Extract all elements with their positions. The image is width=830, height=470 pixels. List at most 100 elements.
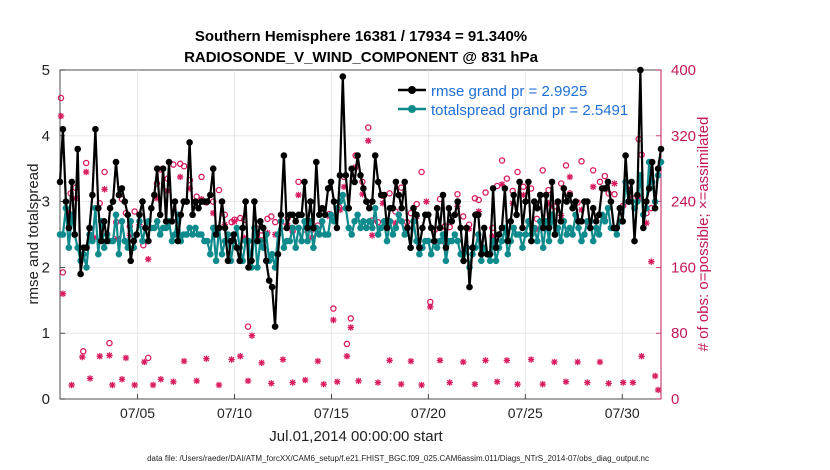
rmse-point — [584, 198, 591, 205]
obs-possible-marker — [59, 269, 67, 276]
rmse-point — [374, 178, 382, 186]
obs-assimilated-marker — [611, 180, 618, 187]
rmse-point — [539, 224, 547, 232]
rmse-point — [489, 185, 497, 192]
obs-assimilated-stroke — [648, 258, 655, 265]
obs-assimilated-stroke — [268, 380, 275, 387]
obs-possible-marker — [557, 180, 565, 187]
rmse-point — [354, 152, 361, 159]
obs-assimilated-stroke — [528, 356, 534, 363]
totalspread-point — [374, 231, 382, 238]
obs-assimilated-marker — [248, 332, 256, 339]
rmse-point — [327, 178, 335, 186]
y-tick-label-right: 320 — [671, 128, 696, 145]
totalspread-point — [416, 250, 423, 258]
totalspread-point — [454, 237, 462, 245]
obs-assimilated-stroke — [150, 382, 156, 388]
rmse-point — [566, 191, 573, 199]
rmse-point — [74, 145, 81, 153]
rmse-point — [121, 198, 129, 205]
obs-assimilated-marker — [514, 380, 521, 388]
obs-assimilated-stroke — [119, 376, 125, 383]
obs-assimilated-marker — [566, 173, 574, 181]
legend-spread-marker — [408, 105, 416, 113]
totalspread-point — [233, 224, 241, 232]
y-axis-label-left: rmse and totalspread — [25, 164, 42, 305]
obs-possible-marker — [180, 162, 188, 170]
rmse-point — [301, 178, 308, 186]
rmse-point — [466, 283, 473, 291]
rmse-point — [640, 224, 647, 232]
rmse-point — [613, 224, 621, 232]
rmse-point — [445, 204, 453, 212]
rmse-point — [65, 224, 73, 232]
totalspread-point — [510, 224, 517, 232]
rmse-point — [430, 237, 438, 245]
rmse-point — [92, 125, 99, 133]
obs-assimilated-marker — [334, 378, 341, 385]
rmse-point — [643, 198, 650, 205]
totalspread-point — [366, 218, 373, 225]
rmse-point — [204, 198, 211, 205]
totalspread-point — [433, 244, 441, 251]
rmse-point — [56, 178, 64, 186]
obs-assimilated-marker — [436, 357, 444, 364]
rmse-point — [165, 158, 173, 166]
totalspread-point — [448, 237, 456, 245]
rmse-point — [330, 198, 338, 205]
totalspread-point — [401, 231, 409, 238]
obs-assimilated-marker — [258, 359, 265, 367]
obs-assimilated-stroke — [418, 382, 425, 388]
rmse-point — [321, 211, 329, 219]
rmse-point — [616, 204, 624, 212]
rmse-point — [628, 178, 635, 186]
obs-assimilated-marker — [215, 381, 223, 389]
obs-assimilated-marker — [347, 324, 355, 331]
rmse-point — [124, 211, 132, 219]
rmse-point — [224, 257, 232, 265]
obs-assimilated-stroke — [597, 359, 603, 365]
rmse-point — [83, 244, 90, 251]
obs-assimilated-stroke — [216, 382, 222, 388]
obs-assimilated-marker — [57, 112, 65, 120]
totalspread-point — [295, 224, 302, 232]
rmse-point — [236, 257, 243, 265]
obs-assimilated-stroke — [83, 169, 90, 175]
rmse-point — [531, 198, 538, 205]
rmse-point — [174, 237, 182, 245]
obs-assimilated-marker — [149, 381, 157, 389]
obs-assimilated-stroke — [563, 378, 569, 385]
rmse-point — [427, 224, 435, 232]
rmse-point — [460, 257, 467, 265]
obs-assimilated-stroke — [620, 379, 627, 386]
rmse-point — [324, 185, 332, 192]
totalspread-point — [95, 250, 102, 258]
obs-assimilated-marker — [101, 186, 108, 193]
obs-possible-marker — [106, 339, 113, 347]
rmse-point — [542, 191, 550, 199]
rmse-point — [369, 198, 376, 205]
rmse-point — [215, 224, 223, 232]
rmse-point — [218, 198, 226, 205]
totalspread-point — [118, 218, 126, 225]
rmse-point — [448, 218, 456, 225]
rmse-point — [398, 204, 406, 212]
obs-assimilated-stroke — [375, 379, 381, 386]
rmse-point — [262, 257, 270, 265]
obs-possible-marker — [578, 158, 585, 165]
y-tick-label-left: 3 — [42, 194, 50, 211]
obs-assimilated-stroke — [193, 378, 200, 384]
totalspread-point — [310, 244, 317, 251]
rmse-series — [56, 66, 665, 330]
totalspread-point — [162, 224, 170, 232]
chart-title-line1: Southern Hemisphere 16381 / 17934 = 91.3… — [195, 28, 527, 45]
obs-assimilated-stroke — [551, 359, 558, 365]
obs-assimilated-marker — [446, 379, 453, 386]
rmse-point — [525, 178, 532, 186]
obs-assimilated-stroke — [638, 353, 645, 360]
rmse-point — [634, 191, 641, 199]
totalspread-point — [183, 231, 190, 238]
totalspread-point — [389, 231, 397, 238]
obs-assimilated-marker — [638, 353, 645, 360]
